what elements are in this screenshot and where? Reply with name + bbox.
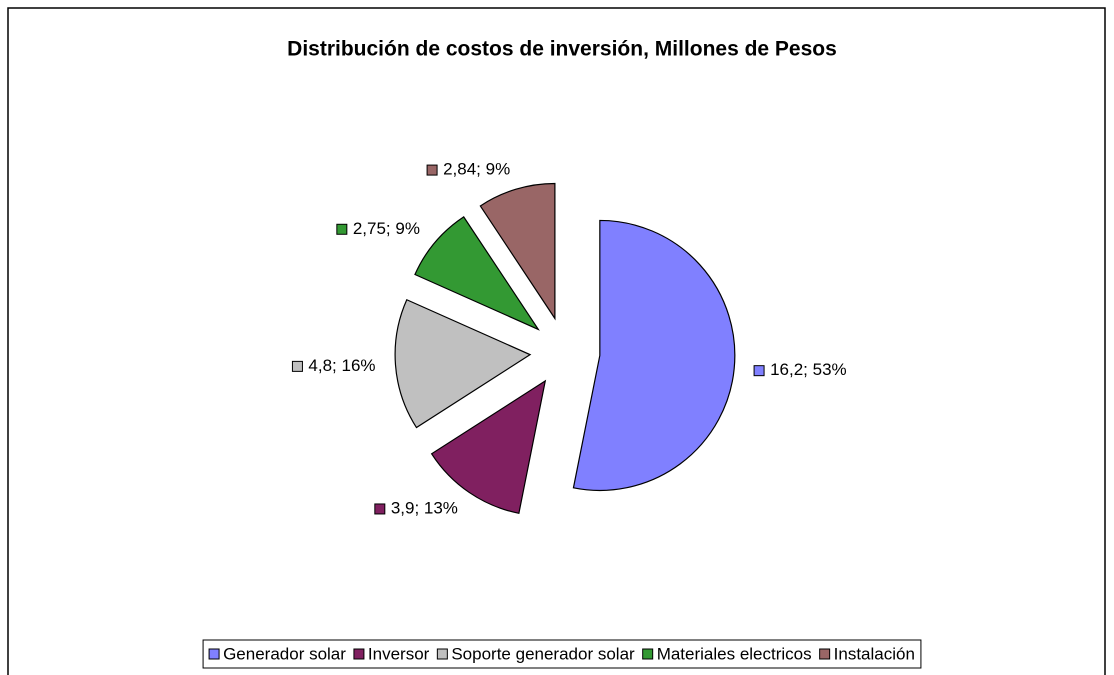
data-label: 4,8; 16% <box>308 356 375 375</box>
chart-title: Distribución de costos de inversión, Mil… <box>287 38 837 61</box>
data-label: 16,2; 53% <box>770 360 847 379</box>
legend-key <box>819 648 831 660</box>
legend-label: Soporte generador solar <box>451 644 635 663</box>
chart-border <box>7 7 1106 675</box>
data-label-key <box>374 503 386 515</box>
data-label-key <box>336 223 348 235</box>
pie-slice <box>572 219 736 492</box>
legend-key <box>208 648 220 660</box>
data-label: 3,9; 13% <box>391 498 458 517</box>
legend-key <box>436 648 448 660</box>
pie-slice <box>394 298 532 429</box>
legend-label: Materiales electricos <box>657 644 812 663</box>
legend-label: Generador solar <box>223 644 346 663</box>
legend-key <box>642 648 654 660</box>
data-label: 2,84; 9% <box>443 160 510 179</box>
pie-slice <box>414 216 540 331</box>
pie-slice <box>430 379 547 515</box>
data-label-key <box>291 360 303 372</box>
legend-label: Instalación <box>834 644 915 663</box>
legend-key <box>353 648 365 660</box>
data-label-key <box>753 365 765 377</box>
data-label-key <box>426 164 438 176</box>
data-label: 2,75; 9% <box>353 219 420 238</box>
legend-label: Inversor <box>368 644 430 663</box>
pie-slice <box>479 182 556 321</box>
legend <box>202 639 922 669</box>
